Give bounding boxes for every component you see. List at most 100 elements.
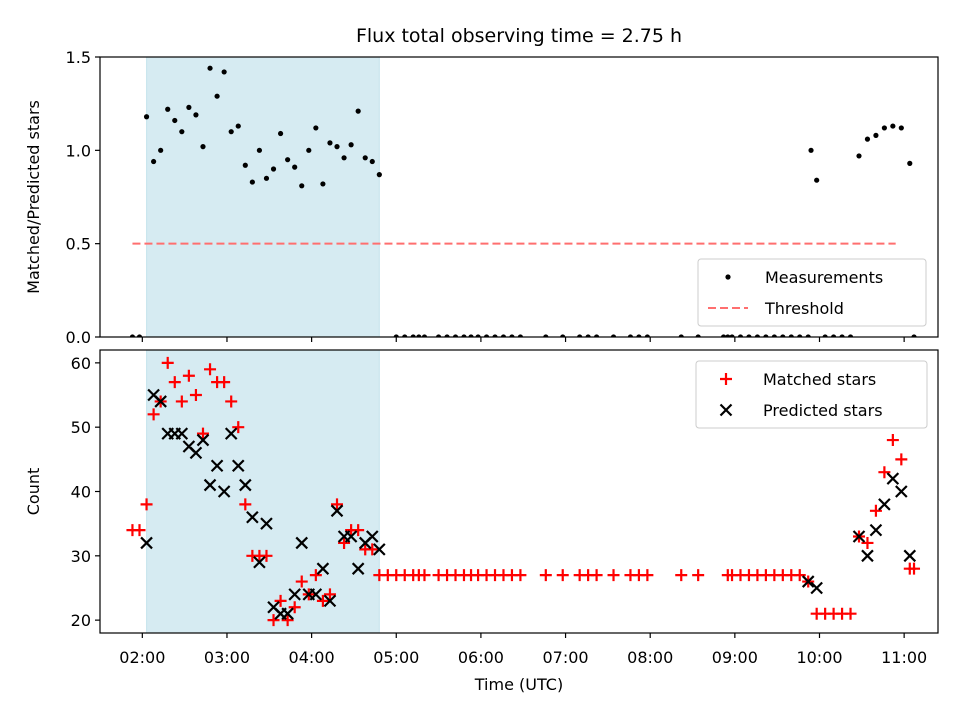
predicted-point: [175, 427, 189, 440]
measurement-point: [200, 144, 206, 150]
matched-point: [861, 536, 874, 549]
matched-point: [175, 395, 188, 408]
measurement-point: [475, 334, 481, 337]
legend: Matched stars Predicted stars: [695, 360, 928, 429]
measurement-point: [410, 334, 416, 337]
measurement-point: [143, 114, 150, 120]
measurement-point: [355, 108, 361, 114]
predicted-point: [295, 536, 309, 550]
measurement-point: [737, 334, 744, 337]
measurement-point: [320, 181, 326, 187]
y-tick-label: 30: [71, 547, 91, 566]
measurement-point: [402, 334, 408, 337]
measurement-point: [221, 69, 227, 75]
predicted-point: [861, 549, 874, 563]
predicted-point: [351, 562, 365, 575]
predicted-point: [852, 530, 866, 543]
measurement-point: [376, 172, 382, 178]
y-tick-label: 60: [71, 354, 91, 373]
predicted-point: [239, 478, 252, 492]
measurement-point: [483, 334, 490, 337]
measurement-point: [610, 334, 617, 337]
predicted-point: [260, 517, 273, 530]
measurement-point: [644, 334, 650, 337]
measurement-point: [416, 334, 422, 337]
x-axis-label: Time (UTC): [474, 675, 563, 694]
predicted-point: [140, 536, 153, 550]
predicted-point: [189, 446, 203, 460]
measurement-point: [814, 177, 820, 183]
predicted-point: [210, 459, 224, 473]
measurement-point: [292, 164, 298, 170]
legend-label: Matched stars: [763, 370, 876, 389]
matched-point: [281, 614, 294, 627]
measurement-point: [228, 129, 234, 135]
matched-point: [895, 453, 908, 466]
matched-point: [869, 504, 882, 517]
predicted-point: [253, 555, 266, 569]
y-tick-label: 1.5: [66, 48, 91, 67]
measurement-point: [277, 130, 284, 137]
measurement-point: [593, 334, 600, 337]
predicted-point: [330, 504, 344, 518]
matched-point: [641, 569, 654, 582]
measurement-point: [500, 334, 507, 337]
measurement-point: [207, 65, 213, 71]
predicted-point: [878, 498, 891, 511]
matched-point: [267, 614, 280, 627]
measurement-point: [577, 334, 583, 337]
matched-point: [316, 594, 329, 607]
measurement-point: [461, 334, 467, 337]
measurement-point: [158, 147, 164, 153]
matched-point: [590, 569, 603, 582]
x-tick-label: 02:00: [119, 648, 165, 667]
predicted-point: [323, 594, 337, 608]
measurement-point: [313, 125, 319, 131]
measurement-point: [890, 123, 896, 129]
matched-point: [133, 524, 146, 537]
predicted-point: [810, 581, 823, 595]
measurement-point: [369, 158, 375, 165]
y-tick-label: 40: [71, 483, 91, 502]
legend-label: Predicted stars: [763, 401, 883, 420]
measurement-point: [720, 334, 727, 337]
matched-point: [260, 549, 273, 562]
measurement-point: [327, 140, 333, 146]
predicted-point: [801, 575, 815, 588]
y-tick-label: 0.0: [66, 328, 91, 347]
legend-label: Measurements: [765, 268, 883, 287]
matched-point: [338, 536, 351, 549]
legend-marker-predicted: [719, 403, 733, 417]
observing-span: [146, 349, 380, 634]
predicted-point: [196, 433, 210, 447]
legend-marker-matched: [720, 373, 732, 385]
measurement-point: [754, 334, 761, 337]
x-tick-label: 10:00: [796, 648, 842, 667]
measurement-point: [270, 166, 277, 172]
y-axis-label: Matched/Predicted stars: [24, 100, 43, 294]
measurement-point: [695, 334, 701, 337]
matched-point: [196, 427, 209, 440]
predicted-point: [217, 485, 231, 498]
matched-point: [309, 569, 322, 582]
predicted-point: [203, 478, 217, 492]
matched-point: [147, 408, 160, 421]
measurement-point: [468, 334, 474, 337]
predicted-point: [316, 562, 330, 575]
measurement-point: [186, 104, 192, 110]
measurement-point: [808, 147, 814, 153]
matched-point: [161, 356, 174, 369]
measurement-point: [242, 162, 248, 168]
matched-point: [239, 498, 252, 511]
x-tick-label: 09:00: [712, 648, 758, 667]
matched-point: [232, 421, 245, 434]
measurement-point: [285, 157, 291, 163]
legend-box: [697, 258, 927, 327]
matched-point: [844, 607, 857, 620]
measurement-point: [517, 334, 524, 337]
measurement-point: [348, 142, 354, 148]
matched-point: [514, 569, 527, 582]
measurement-point: [509, 334, 515, 337]
matched-point: [908, 562, 921, 575]
matched-point: [182, 369, 195, 382]
